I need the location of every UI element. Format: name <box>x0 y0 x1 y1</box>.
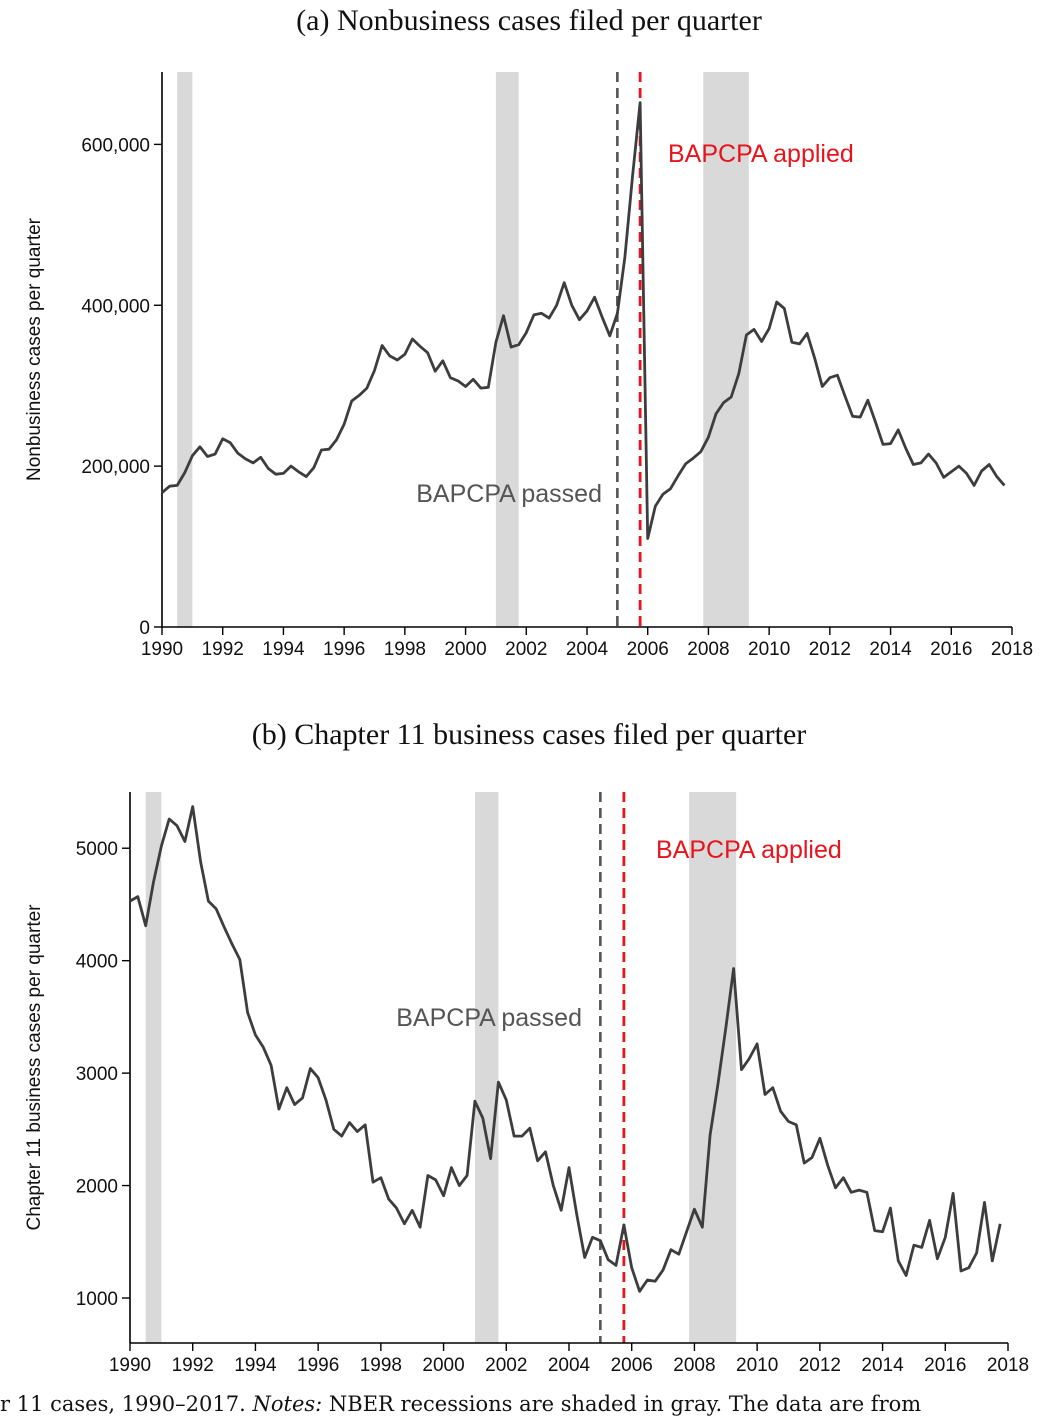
x-tick-label: 2002 <box>505 639 547 660</box>
x-tick-label: 2018 <box>991 639 1033 660</box>
recession-band <box>177 72 193 627</box>
y-tick-label: 5000 <box>76 839 118 860</box>
x-tick-label: 2016 <box>924 1355 966 1376</box>
x-tick-label: 2008 <box>673 1355 715 1376</box>
x-tick-label: 1990 <box>109 1355 151 1376</box>
x-tick-label: 1998 <box>384 639 426 660</box>
x-tick-label: 2006 <box>611 1355 653 1376</box>
x-tick-label: 2000 <box>444 639 486 660</box>
x-tick-label: 2014 <box>861 1355 904 1376</box>
x-tick-label: 2000 <box>422 1355 464 1376</box>
y-tick-label: 0 <box>139 618 150 639</box>
x-tick-label: 1992 <box>172 1355 214 1376</box>
x-tick-label: 1990 <box>141 639 183 660</box>
nonbusiness-chart: 0 200,000 400,000 600,000 1990 1992 1994 1996 19… <box>24 72 1033 660</box>
x-tick-label: 2008 <box>687 639 729 660</box>
recession-band <box>703 72 749 627</box>
x-tick-label: 1992 <box>202 639 244 660</box>
chapter11-chart: 1000 2000 3000 4000 5000 1990 1992 1994 1996 1998… <box>24 792 1029 1376</box>
x-tick-label: 1996 <box>297 1355 339 1376</box>
x-tick-label: 2006 <box>627 639 669 660</box>
x-tick-label: 1998 <box>360 1355 402 1376</box>
bapcpa-applied-label: BAPCPA applied <box>656 836 842 864</box>
x-tick-label: 2012 <box>809 639 851 660</box>
y-tick-label: 2000 <box>76 1177 118 1198</box>
x-tick-label: 2002 <box>485 1355 527 1376</box>
chart-title: (b) Chapter 11 business cases filed per … <box>251 718 807 751</box>
chart-title: (a) Nonbusiness cases filed per quarter <box>296 4 762 37</box>
y-axis-title: Chapter 11 business cases per quarter <box>24 904 45 1231</box>
x-tick-label: 1994 <box>234 1355 277 1376</box>
bapcpa-applied-label: BAPCPA applied <box>668 140 854 168</box>
x-tick-label: 2016 <box>930 639 972 660</box>
caption-lead: r 11 cases, 1990–2017. <box>0 1392 246 1416</box>
x-tick-label: 2004 <box>566 639 609 660</box>
bapcpa-passed-label: BAPCPA passed <box>396 1004 582 1032</box>
recession-band <box>689 792 737 1343</box>
x-tick-label: 2018 <box>987 1355 1029 1376</box>
y-tick-label: 600,000 <box>81 135 150 156</box>
y-tick-label: 400,000 <box>81 296 150 317</box>
x-tick-label: 2010 <box>748 639 790 660</box>
y-axis-title: Nonbusiness cases per quarter <box>24 217 45 481</box>
panel-a: (a) Nonbusiness cases filed per quarter … <box>0 0 1058 690</box>
caption-text: NBER recessions are shaded in gray. The … <box>328 1392 922 1416</box>
y-tick-label: 1000 <box>76 1289 118 1310</box>
x-tick-label: 2012 <box>799 1355 841 1376</box>
panel-b: (b) Chapter 11 business cases filed per … <box>0 706 1058 1386</box>
series-line <box>129 805 1002 1293</box>
x-tick-label: 2014 <box>869 639 912 660</box>
recession-band <box>145 792 162 1343</box>
y-tick-label: 200,000 <box>81 457 150 478</box>
x-tick-label: 1994 <box>262 639 305 660</box>
y-tick-label: 3000 <box>76 1064 118 1085</box>
x-tick-label: 1996 <box>323 639 365 660</box>
bapcpa-passed-label: BAPCPA passed <box>416 480 602 508</box>
caption-notes-label: Notes: <box>252 1392 323 1416</box>
figure-caption: r 11 cases, 1990–2017. Notes: NBER reces… <box>0 1392 1058 1416</box>
x-tick-label: 2010 <box>736 1355 778 1376</box>
series-line <box>161 101 1006 540</box>
x-tick-label: 2004 <box>548 1355 591 1376</box>
y-tick-label: 4000 <box>76 952 118 973</box>
recession-band <box>495 72 519 627</box>
recession-band <box>474 792 499 1343</box>
